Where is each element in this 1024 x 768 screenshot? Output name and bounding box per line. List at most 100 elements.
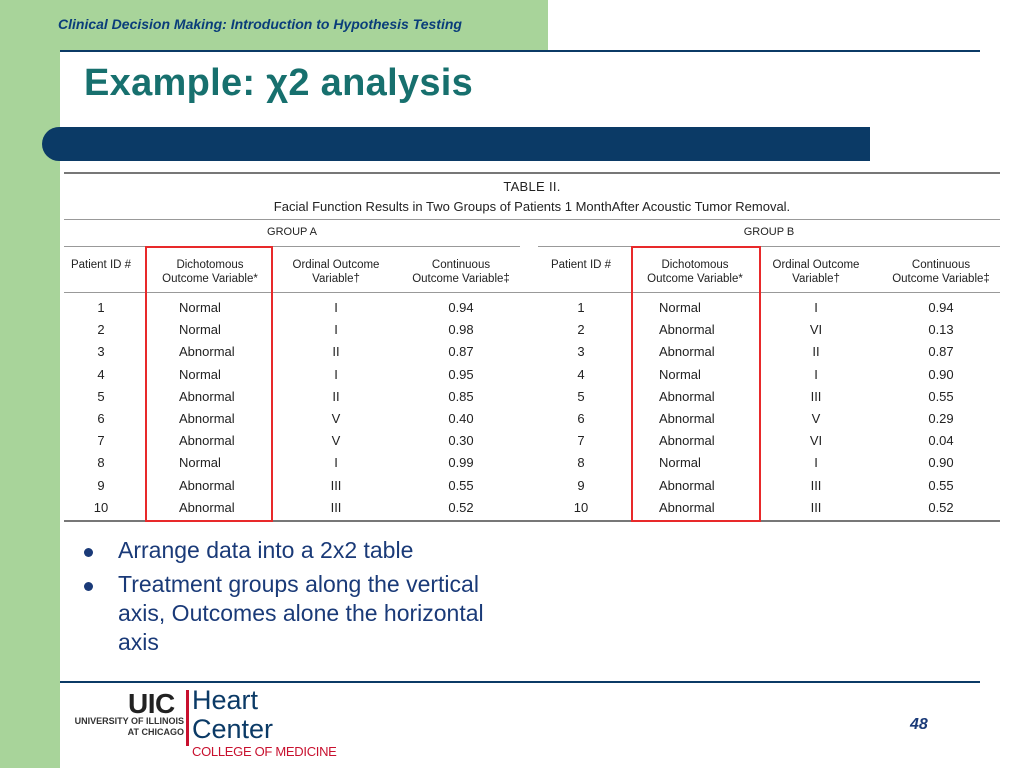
table-cell-group-b-id: 2 — [577, 322, 585, 338]
table-cell-group-a-id: 3 — [97, 344, 105, 360]
bullet-item: Treatment groups along the vertical axis… — [84, 570, 524, 657]
table-cell-group-a-cont: 0.94 — [448, 300, 474, 315]
col-header-continuous-a: Continuous Outcome Variable‡ — [412, 259, 510, 285]
table-cell-group-a-dich: Abnormal — [179, 344, 235, 360]
table-cell-group-b-id: 8 — [577, 455, 585, 471]
col-header-dichotomous-a: Dichotomous Outcome Variable* — [162, 259, 258, 285]
table-cell-group-b-cont: 0.55 — [928, 477, 954, 493]
col-header-continuous-b: Continuous Outcome Variable‡ — [892, 259, 990, 285]
col-header-patient-id-b: Patient ID # — [550, 259, 612, 271]
table-cell-group-b-cont: 0.04 — [928, 433, 954, 449]
bottom-rule — [60, 681, 980, 683]
table-cell-group-a-ord: II — [332, 388, 340, 404]
bullet-dot-icon — [84, 582, 93, 591]
table-cell-group-b-cont: 0.29 — [928, 411, 954, 426]
table-cell-group-b-cont: 0.90 — [928, 455, 954, 471]
table-cell-group-b-dich: Abnormal — [659, 499, 715, 515]
table-cell-group-a-id: 4 — [97, 366, 105, 382]
table-cell-group-a-id: 8 — [97, 455, 105, 471]
bullet-item: Arrange data into a 2x2 table — [84, 536, 524, 565]
table-cell-group-b-dich: Abnormal — [659, 433, 715, 449]
table-bottom-rule — [64, 520, 1000, 522]
table-cell-group-a-cont: 0.98 — [448, 322, 474, 338]
header-rule — [64, 292, 1000, 293]
table-cell-group-a-dich: Abnormal — [179, 433, 235, 449]
table-cell-group-b-dich: Abnormal — [659, 322, 715, 338]
table-cell-group-b-dich: Abnormal — [659, 477, 715, 493]
bullet-list: Arrange data into a 2x2 table Treatment … — [84, 536, 524, 662]
table-cell-group-b-ord: II — [812, 344, 820, 360]
table-cell-group-a-ord: II — [332, 344, 340, 360]
top-rule — [60, 50, 980, 52]
table-cell-group-b-cont: 0.13 — [928, 322, 954, 338]
highlight-box-group-b — [631, 246, 761, 522]
col-header-dichotomous-b: Dichotomous Outcome Variable* — [647, 259, 743, 285]
caption-rule — [64, 219, 1000, 220]
table-cell-group-a-dich: Normal — [179, 455, 221, 471]
table-cell-group-a-id: 2 — [97, 322, 105, 338]
table-cell-group-b-ord: III — [810, 499, 822, 515]
table-cell-group-a-cont: 0.52 — [448, 499, 474, 515]
table-cell-group-b-dich: Normal — [659, 366, 701, 382]
table-cell-group-a-cont: 0.95 — [448, 366, 474, 382]
group-b-label: GROUP B — [743, 226, 795, 238]
table-cell-group-b-dich: Abnormal — [659, 388, 715, 404]
table-cell-group-b-cont: 0.52 — [928, 499, 954, 515]
table-cell-group-b-ord: I — [814, 366, 818, 382]
table-cell-group-b-dich: Normal — [659, 455, 701, 471]
table-cell-group-b-ord: I — [814, 300, 818, 315]
facial-function-table: TABLE II. Facial Function Results in Two… — [64, 170, 1000, 526]
table-top-rule — [64, 172, 1000, 174]
bullet-text: Arrange data into a 2x2 table — [118, 537, 414, 563]
table-cell-group-a-id: 5 — [97, 388, 105, 404]
table-cell-group-b-ord: V — [811, 411, 821, 426]
table-cell-group-b-ord: I — [814, 455, 818, 471]
table-cell-group-b-cont: 0.55 — [928, 388, 954, 404]
table-cell-group-b-dich: Abnormal — [659, 344, 715, 360]
table-cell-group-b-ord: III — [810, 477, 822, 493]
table-cell-group-a-dich: Abnormal — [179, 411, 235, 426]
page-number: 48 — [910, 716, 928, 733]
table-caption-number: TABLE II. — [503, 179, 561, 194]
header-green-band — [0, 0, 548, 50]
table-cell-group-b-id: 5 — [577, 388, 585, 404]
table-cell-group-b-id: 4 — [577, 366, 585, 382]
table-cell-group-a-dich: Abnormal — [179, 388, 235, 404]
table-cell-group-b-cont: 0.94 — [928, 300, 954, 315]
table-cell-group-a-ord: I — [334, 455, 338, 471]
highlight-box-group-a — [145, 246, 273, 522]
logo-divider — [186, 690, 189, 746]
table-cell-group-a-dich: Abnormal — [179, 499, 235, 515]
table-cell-group-a-ord: V — [331, 411, 341, 426]
table-cell-group-a-cont: 0.99 — [448, 455, 474, 471]
table-cell-group-a-id: 7 — [97, 433, 105, 449]
title-bar — [42, 127, 870, 161]
table-cell-group-b-id: 1 — [577, 300, 585, 315]
table-cell-group-b-id: 9 — [577, 477, 585, 493]
table-cell-group-b-id: 6 — [577, 411, 585, 426]
table-cell-group-a-ord: V — [331, 433, 341, 449]
table-cell-group-b-ord: VI — [809, 322, 823, 338]
uic-heart-center-logo: UIC Heart Center UNIVERSITY OF ILLINOIS … — [74, 686, 344, 768]
logo-heart-center-text: Heart Center — [192, 685, 274, 744]
table-cell-group-a-ord: I — [334, 366, 338, 382]
table-cell-group-a-cont: 0.40 — [448, 411, 474, 426]
bullet-dot-icon — [84, 548, 93, 557]
left-green-band — [0, 0, 60, 768]
table-cell-group-a-ord: III — [330, 499, 342, 515]
table-cell-group-a-cont: 0.55 — [448, 477, 474, 493]
col-header-ordinal-a: Ordinal Outcome Variable† — [292, 259, 380, 285]
col-header-patient-id-a: Patient ID # — [70, 259, 132, 271]
table-cell-group-b-ord: VI — [809, 433, 823, 449]
table-cell-group-a-id: 10 — [93, 499, 109, 515]
table-cell-group-b-dich: Normal — [659, 300, 701, 315]
table-cell-group-b-ord: III — [810, 388, 822, 404]
table-cell-group-a-ord: III — [330, 477, 342, 493]
table-cell-group-b-dich: Abnormal — [659, 411, 715, 426]
group-b-rule — [538, 246, 1000, 247]
table-cell-group-a-dich: Normal — [179, 366, 221, 382]
table-cell-group-b-id: 3 — [577, 344, 585, 360]
table-cell-group-a-dich: Normal — [179, 322, 221, 338]
course-title: Clinical Decision Making: Introduction t… — [58, 16, 462, 32]
table-caption-title: Facial Function Results in Two Groups of… — [273, 199, 791, 214]
